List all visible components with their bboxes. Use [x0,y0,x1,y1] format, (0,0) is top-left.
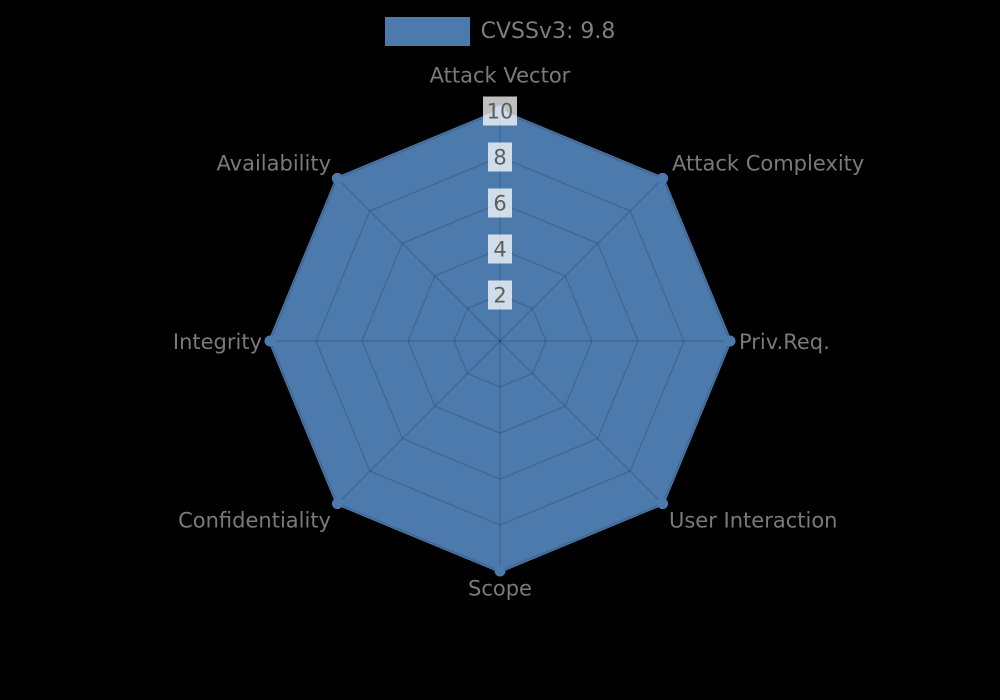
radial-tick-label: 2 [493,284,506,308]
legend-item[interactable]: CVSSv3: 9.8 [0,17,1000,46]
axis-label-user-interaction: User Interaction [669,509,837,533]
axis-label-attack-complexity: Attack Complexity [672,152,864,176]
radial-tick-label: 8 [493,146,506,170]
data-point-marker [724,335,736,347]
radar-axis-labels: Attack Vector Attack Complexity Priv.Req. U… [173,64,864,601]
axis-label-integrity: Integrity [173,330,262,354]
radial-tick-labels: 2 4 6 8 10 [483,96,517,310]
data-point-marker [657,172,669,184]
data-point-marker [494,565,506,577]
grid-spoke [499,340,664,505]
legend-swatch [384,17,470,46]
axis-label-attack-vector: Attack Vector [430,64,571,88]
tick-backdrop [488,188,512,218]
data-point-marker [331,172,343,184]
radial-tick-label: 4 [493,238,506,262]
data-point-marker [331,498,343,510]
axis-label-priv-req: Priv.Req. [739,330,830,354]
radial-tick-label: 10 [487,100,514,124]
tick-backdrop [483,96,517,126]
grid-spoke [336,340,501,505]
grid-spoke [499,177,664,342]
axis-label-availability: Availability [217,152,331,176]
tick-backdrop [488,234,512,264]
grid-ring [453,294,547,388]
grid-ring [407,248,593,434]
tick-backdrop [488,142,512,172]
data-point-marker [657,498,669,510]
tick-backdrop [488,280,512,310]
axis-label-scope: Scope [468,577,532,601]
grid-ring [361,202,639,480]
axis-label-confidentiality: Confidentiality [178,509,331,533]
data-point-marker [264,335,276,347]
radial-tick-label: 6 [493,192,506,216]
legend-label: CVSSv3: 9.8 [480,19,616,44]
grid-ring [315,156,685,526]
grid-spoke [336,177,501,342]
